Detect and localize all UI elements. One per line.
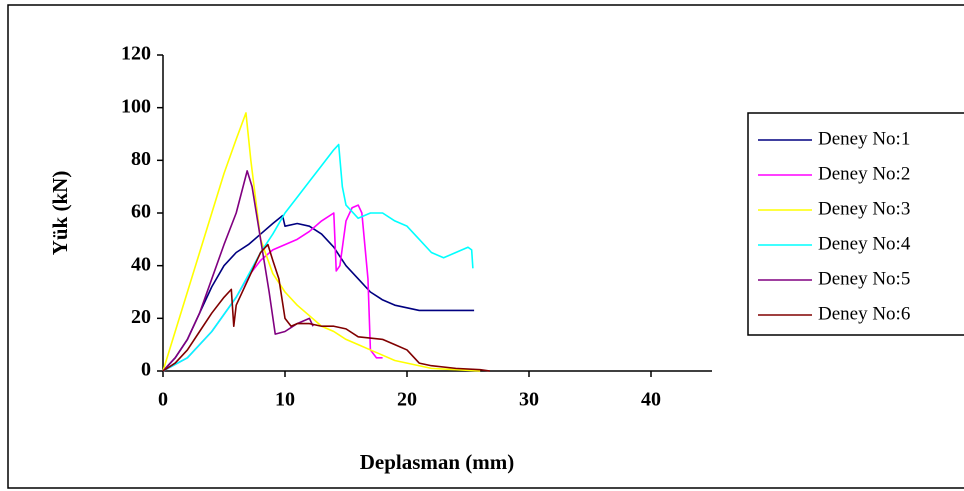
legend-label: Deney No:2 — [818, 163, 910, 184]
series-line — [162, 170, 314, 372]
legend-label: Deney No:5 — [818, 268, 910, 289]
y-tick-label: 40 — [131, 253, 151, 275]
y-tick-label: 80 — [131, 148, 151, 170]
x-tick-label: 10 — [275, 389, 295, 411]
legend-label: Deney No:6 — [818, 303, 910, 324]
y-tick-label: 20 — [131, 306, 151, 328]
legend-label: Deney No:1 — [818, 128, 910, 149]
series-line — [162, 214, 475, 372]
legend-label: Deney No:4 — [818, 233, 911, 254]
x-axis-title: Deplasman (mm) — [360, 450, 515, 474]
y-tick-label: 60 — [131, 201, 151, 223]
series-line — [162, 112, 481, 372]
x-tick-label: 40 — [641, 389, 661, 411]
x-tick-label: 0 — [158, 389, 168, 411]
series-line — [162, 243, 491, 372]
y-tick-label: 0 — [141, 359, 151, 381]
y-tick-label: 100 — [121, 95, 151, 117]
legend-box — [747, 112, 964, 336]
x-tick-label: 30 — [519, 389, 539, 411]
x-tick-label: 20 — [397, 389, 417, 411]
y-axis-title: Yük (kN) — [48, 171, 72, 256]
y-tick-label: 120 — [121, 43, 151, 65]
legend-label: Deney No:3 — [818, 198, 910, 219]
